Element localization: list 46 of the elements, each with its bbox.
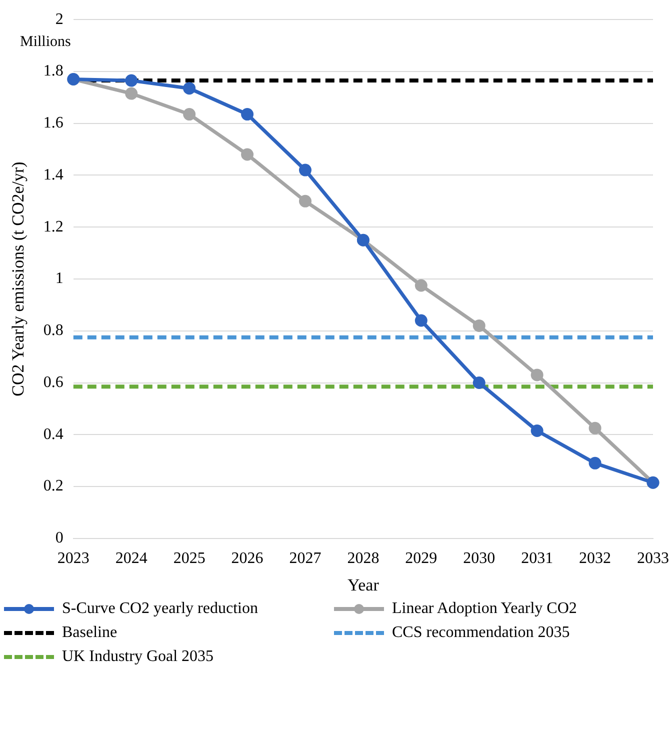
y-axis-title: CO2 Yearly emissions (t CO2e/yr) (8, 162, 28, 396)
y-tick-label: 0.8 (43, 322, 64, 340)
point (472, 319, 486, 332)
point (183, 108, 196, 121)
y-tick-label: 2 (55, 10, 64, 28)
point (125, 74, 138, 87)
y-tick-label: 0 (55, 530, 64, 547)
y-tick-label: 1 (55, 270, 64, 288)
x-tick-label: 2032 (579, 550, 612, 568)
legend-label: S-Curve CO2 yearly reduction (62, 600, 258, 618)
point (530, 424, 544, 437)
point (298, 164, 312, 176)
y-tick-label: 0.4 (43, 426, 64, 443)
x-tick-label: 2024 (115, 550, 148, 568)
point (241, 148, 254, 161)
point (125, 87, 138, 100)
y-tick-label: 1.4 (43, 166, 64, 184)
x-tick-label: 2027 (289, 550, 322, 568)
y-tick-label: 1.8 (43, 62, 64, 80)
legend-label: Linear Adoption Yearly CO2 (392, 600, 577, 618)
y-tick-label: 0.2 (43, 478, 64, 495)
x-tick-label: 2030 (463, 550, 496, 568)
point (298, 194, 312, 208)
x-tick-label: 2028 (347, 550, 380, 568)
x-tick-label: 2029 (405, 550, 438, 568)
point (414, 314, 428, 327)
y-tick-label: 1.6 (43, 114, 64, 132)
x-tick-label: 2023 (57, 550, 90, 568)
legend-label: UK Industry Goal 2035 (62, 648, 214, 666)
point (588, 422, 602, 434)
legend-label: CCS recommendation 2035 (392, 624, 570, 642)
point (241, 108, 254, 121)
x-tick-label: 2033 (637, 550, 669, 568)
y-tick-label: 1.2 (43, 218, 64, 236)
point (414, 279, 428, 292)
y-tick-label: 0.6 (43, 374, 64, 391)
point (530, 368, 544, 382)
x-tick-label: 2031 (521, 550, 554, 568)
point (183, 82, 196, 95)
point (472, 376, 486, 390)
x-tick-label: 2026 (231, 550, 264, 568)
point (588, 456, 602, 470)
text: Millions (20, 34, 71, 51)
legend-label: Baseline (62, 624, 118, 642)
x-tick-label: 2025 (173, 550, 206, 568)
x-axis-title: Year (348, 575, 380, 594)
